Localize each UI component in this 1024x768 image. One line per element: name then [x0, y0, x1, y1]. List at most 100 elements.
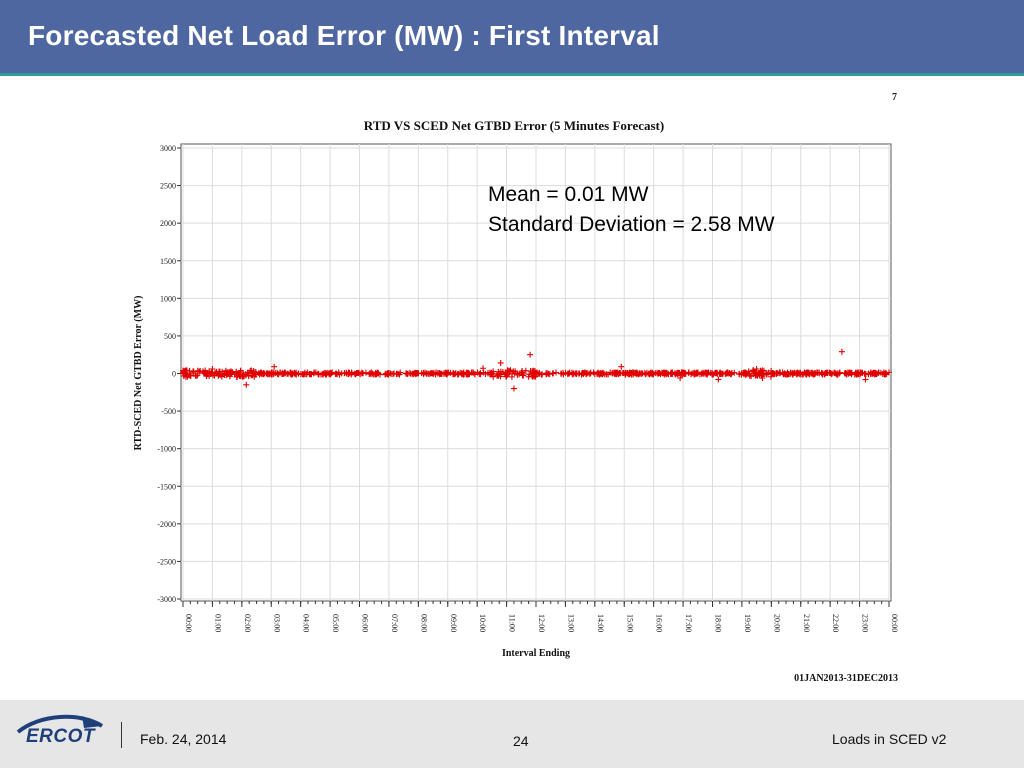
data-point: [182, 367, 189, 374]
data-point: [586, 370, 593, 377]
data-point: [569, 371, 576, 378]
data-point: [505, 367, 512, 374]
data-point: [202, 369, 209, 376]
data-point: [810, 370, 817, 377]
data-point: [845, 370, 852, 377]
data-point: [480, 365, 487, 372]
data-point: [655, 370, 662, 377]
data-point: [256, 370, 263, 377]
data-point: [412, 371, 419, 378]
data-point: [264, 369, 271, 376]
data-point: [685, 369, 692, 376]
data-point: [527, 351, 534, 358]
data-point: [671, 370, 678, 377]
y-axis-label: RTD-SCED Net GTBD Error (MW): [133, 296, 144, 451]
x-tick-label: 02:00: [243, 614, 252, 632]
data-point: [769, 370, 776, 377]
data-point: [326, 370, 333, 377]
data-point: [758, 372, 765, 379]
data-points: [180, 348, 892, 392]
data-point: [512, 368, 519, 375]
data-point: [413, 370, 420, 377]
std-text: Standard Deviation = 2.58 MW: [488, 213, 775, 236]
x-tick-label: 23:00: [861, 614, 870, 632]
data-point: [216, 368, 223, 375]
data-point: [209, 365, 216, 372]
data-point: [793, 370, 800, 377]
data-point: [224, 369, 231, 376]
data-point: [449, 371, 456, 378]
data-point: [345, 371, 352, 378]
x-tick-label: 18:00: [714, 614, 723, 632]
chart-footnote: 01JAN2013-31DEC2013: [794, 673, 898, 684]
data-point: [660, 369, 667, 376]
data-point: [603, 371, 610, 378]
data-point: [557, 370, 564, 377]
y-tick-label: 500: [164, 332, 176, 341]
data-point: [862, 376, 869, 383]
data-point: [234, 373, 241, 380]
data-point: [578, 371, 585, 378]
scatter-chart: RTD VS SCED Net GTBD Error (5 Minutes Fo…: [133, 118, 899, 684]
data-point: [796, 369, 803, 376]
footer-divider: [121, 722, 122, 748]
y-tick-label: -1000: [157, 445, 176, 454]
x-tick-label: 07:00: [390, 614, 399, 632]
x-tick-label: 13:00: [566, 614, 575, 632]
data-point: [875, 369, 882, 376]
data-point: [207, 370, 214, 377]
data-point: [624, 370, 631, 377]
data-point: [295, 370, 302, 377]
data-point: [530, 369, 537, 376]
data-point: [529, 373, 536, 380]
data-point: [711, 370, 718, 377]
data-point: [441, 369, 448, 376]
data-point: [598, 370, 605, 377]
data-point: [359, 370, 366, 377]
y-tick-label: 0: [172, 370, 176, 379]
chart-corner-page-number: 7: [892, 92, 897, 103]
data-point: [618, 363, 625, 370]
x-tick-label: 09:00: [449, 614, 458, 632]
data-point: [696, 371, 703, 378]
statistics-annotation: Mean = 0.01 MW Standard Deviation = 2.58…: [488, 180, 775, 240]
slide-title-bar: Forecasted Net Load Error (MW) : First I…: [0, 0, 1024, 76]
data-point: [385, 371, 392, 378]
y-tick-label: 2000: [160, 219, 176, 228]
data-point: [362, 369, 369, 376]
data-point: [464, 371, 471, 378]
data-point: [594, 369, 601, 376]
data-point: [611, 370, 618, 377]
y-axis-ticks: 3000 2500 2000 1500 1000 500 0 -500 -1000 -1500 -2…: [157, 144, 181, 604]
data-point: [228, 370, 235, 377]
x-tick-label: 01:00: [213, 614, 222, 632]
data-point: [346, 369, 353, 376]
data-point: [301, 369, 308, 376]
data-point: [306, 370, 313, 377]
data-point: [335, 369, 342, 376]
data-point: [366, 371, 373, 378]
data-point: [243, 381, 250, 388]
x-axis-label: Interval Ending: [502, 648, 570, 659]
data-point: [436, 371, 443, 378]
data-point: [510, 385, 517, 392]
data-point: [654, 369, 661, 376]
data-point: [855, 371, 862, 378]
data-point: [704, 371, 711, 378]
data-point: [315, 370, 322, 377]
data-point: [237, 372, 244, 379]
y-tick-label: 1500: [160, 257, 176, 266]
data-point: [219, 371, 226, 378]
x-tick-label: 11:00: [508, 614, 517, 632]
data-point: [280, 370, 287, 377]
data-point: [252, 368, 259, 375]
data-point: [233, 369, 240, 376]
data-point: [821, 370, 828, 377]
data-point: [271, 363, 278, 370]
data-point: [689, 370, 696, 377]
data-point: [723, 370, 730, 377]
data-point: [190, 368, 197, 375]
data-point: [546, 371, 553, 378]
data-point: [518, 369, 525, 376]
y-tick-label: -500: [161, 407, 176, 416]
